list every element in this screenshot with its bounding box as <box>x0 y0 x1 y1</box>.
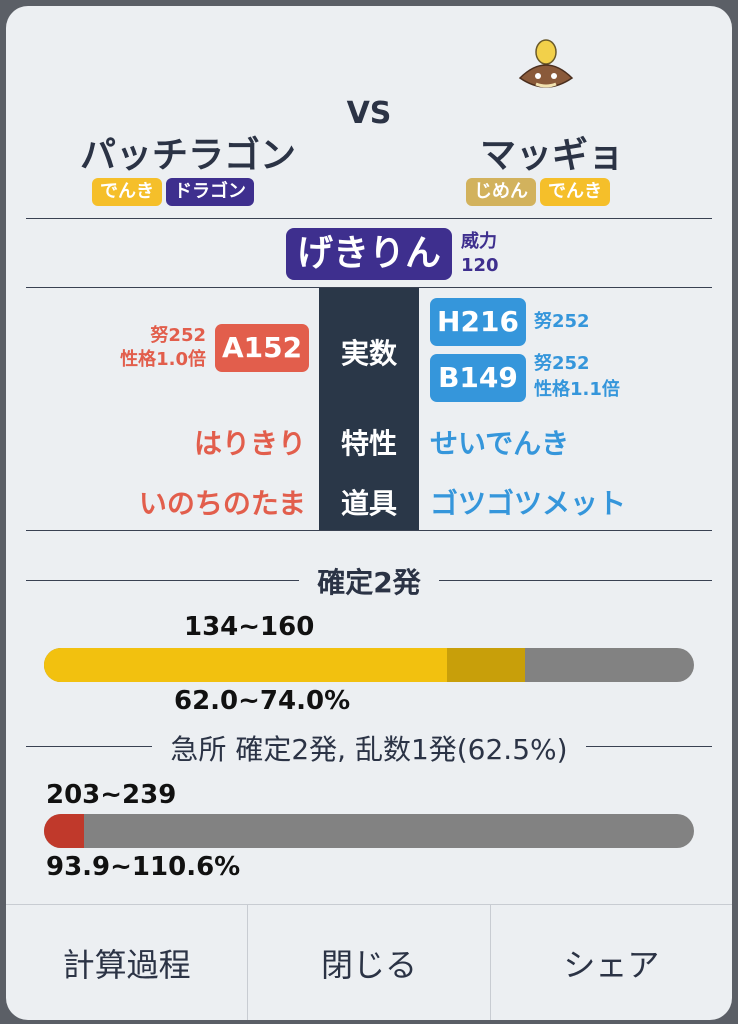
normal-percent-range: 62.0~74.0% <box>174 686 351 716</box>
ability-label: 特性 <box>340 427 397 460</box>
normal-bar-min-segment <box>44 648 447 682</box>
divider <box>26 287 712 288</box>
attacker-item: いのちのたま <box>138 487 306 520</box>
move-power-label: 威力 <box>461 231 497 252</box>
defender-def-nature-label: 性格1.1倍 <box>534 379 620 400</box>
attacker-ability: はりきり <box>193 427 306 460</box>
footer-actions: 計算過程 閉じる シェア <box>6 904 732 1020</box>
normal-damage-bar <box>44 648 694 682</box>
item-label: 道具 <box>340 487 397 520</box>
defender-ability: せいでんき <box>430 427 570 460</box>
attacker-type-badge: でんき <box>92 178 162 206</box>
critical-ko-title: 急所 確定2発, 乱数1発(62.5%) <box>152 733 586 766</box>
defender-def-ev-label: 努252 <box>534 353 590 374</box>
attacker-types: でんき ドラゴン <box>92 178 254 206</box>
defender-sprite-icon <box>514 38 578 102</box>
defender-def-stat: B149 <box>430 354 526 402</box>
share-button[interactable]: シェア <box>491 905 732 1020</box>
attacker-name: パッチラゴン <box>80 135 297 176</box>
calc-process-button[interactable]: 計算過程 <box>6 905 249 1020</box>
attacker-type-badge: ドラゴン <box>166 178 254 206</box>
critical-title-wrap: 急所 確定2発, 乱数1発(62.5%) <box>6 728 732 768</box>
defender-item: ゴツゴツメット <box>430 487 627 520</box>
defender-hp-stat: H216 <box>430 298 526 346</box>
damage-result-modal: VS パッチラゴン でんき ドラゴン マッギョ じめん でんき げきりん 威力 … <box>6 6 732 1020</box>
defender-name: マッギョ <box>480 135 625 176</box>
critical-damage-range: 203~239 <box>46 780 177 810</box>
defender-types: じめん でんき <box>466 178 610 206</box>
critical-damage-bar <box>44 814 694 848</box>
normal-title-wrap: 確定2発 <box>6 561 732 601</box>
normal-damage-range: 134~160 <box>184 612 315 642</box>
divider <box>26 530 712 531</box>
attacker-ev-label: 努252 <box>150 325 206 346</box>
defender-type-badge: じめん <box>466 178 536 206</box>
label-column <box>319 288 419 531</box>
divider <box>26 218 712 219</box>
move-power-value: 120 <box>461 255 499 276</box>
close-button[interactable]: 閉じる <box>248 905 491 1020</box>
critical-bar-segment <box>44 814 84 848</box>
attacker-nature-label: 性格1.0倍 <box>120 349 206 370</box>
normal-ko-title: 確定2発 <box>299 566 439 599</box>
defender-hp-ev-label: 努252 <box>534 311 590 332</box>
vs-label: VS <box>346 96 392 131</box>
attacker-attack-stat: A152 <box>215 324 309 372</box>
defender-type-badge: でんき <box>540 178 610 206</box>
move-name-badge: げきりん <box>286 228 452 280</box>
critical-percent-range: 93.9~110.6% <box>46 852 241 882</box>
stats-label: 実数 <box>340 337 397 370</box>
